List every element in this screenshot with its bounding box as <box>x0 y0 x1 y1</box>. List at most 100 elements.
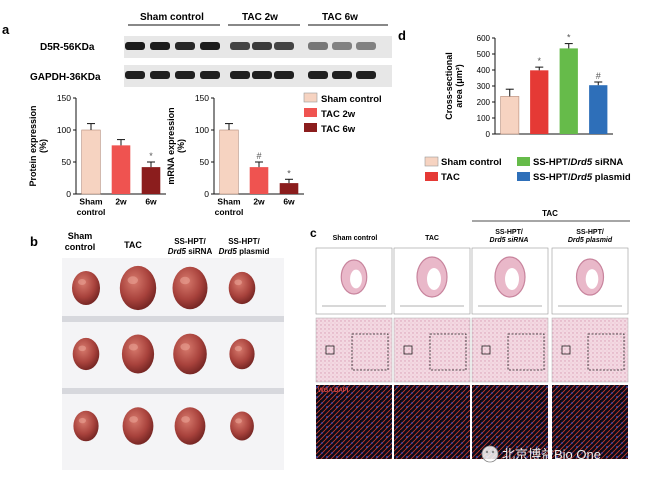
gapdh-band <box>274 71 294 79</box>
hearts-ruler-2 <box>62 388 284 394</box>
heart <box>172 266 208 310</box>
panel-letter-a: a <box>2 22 10 37</box>
gapdh-band <box>332 71 352 79</box>
heart-highlight <box>181 416 191 423</box>
watermark: 北京博益Bio One <box>481 445 601 463</box>
heart <box>230 411 254 441</box>
hearts-label-sham-1: Sham <box>68 231 93 241</box>
legend-a-label-6w: TAC 6w <box>321 124 356 135</box>
y-tick-label: 400 <box>477 66 491 75</box>
legend-d-label-sham: Sham control <box>441 157 502 168</box>
hearts-label-sirna-2: Drd5 siRNA <box>168 247 213 256</box>
d5r-band <box>274 42 294 50</box>
heart <box>73 410 99 442</box>
heart-highlight <box>128 343 138 351</box>
histo-col-sirna-2: Drd5 siRNA <box>490 237 529 244</box>
heart-highlight <box>127 276 138 285</box>
bar <box>589 85 608 134</box>
hearts-label-plasmid-1: SS-HPT/ <box>228 237 260 246</box>
category-label: control <box>215 207 244 217</box>
significance-mark: * <box>287 168 291 178</box>
inset-zoom <box>429 333 467 371</box>
histology-grid <box>315 247 629 459</box>
histo-col-sham: Sham control <box>333 235 378 242</box>
heart <box>121 334 155 374</box>
watermark-text: 北京博益Bio One <box>502 447 601 462</box>
d5r-band <box>175 42 195 50</box>
heart <box>122 407 154 445</box>
histo-col-tac: TAC <box>425 235 439 242</box>
y-tick-label: 100 <box>195 125 209 135</box>
heart <box>229 338 255 370</box>
he-tissue <box>551 317 629 383</box>
inset-source <box>403 345 413 355</box>
category-label: 6w <box>283 197 295 207</box>
heart <box>72 337 100 371</box>
legend-d-swatch-tac <box>425 172 438 181</box>
gapdh-band <box>200 71 220 79</box>
d5r-band <box>308 42 328 50</box>
heart-highlight <box>78 345 86 352</box>
category-label: Sham <box>217 197 241 207</box>
histo-col-plasmid-2: Drd5 plasmid <box>568 237 613 244</box>
inset-zoom <box>351 333 389 371</box>
d5r-band <box>332 42 352 50</box>
band-label-gapdh: GAPDH-36KDa <box>30 72 101 83</box>
chart-cross-sectional-area: 0 100 200 300 400 500 600 Cross-sectionalarea (… <box>444 33 613 139</box>
ventricle-cavity <box>350 269 362 289</box>
d5r-band <box>200 42 220 50</box>
legend-d-label-tac: TAC <box>441 172 460 183</box>
y-tick-label: 50 <box>62 157 72 167</box>
y-tick-label: 150 <box>195 93 209 103</box>
legend-d-swatch-plasmid <box>517 172 530 181</box>
y-axis-label: Protein expression(%) <box>28 105 48 186</box>
heart-highlight <box>180 343 190 351</box>
y-tick-label: 100 <box>477 114 491 123</box>
bar <box>81 129 101 195</box>
significance-mark: * <box>567 33 571 43</box>
wga-fluorescence <box>472 385 548 459</box>
band-label-d5r: D5R-56KDa <box>40 42 95 53</box>
y-tick-label: 100 <box>57 125 71 135</box>
d5r-band <box>230 42 250 50</box>
legend-a-label-2w: TAC 2w <box>321 109 356 120</box>
significance-mark: # <box>256 151 261 161</box>
heart-highlight <box>234 345 242 352</box>
bar <box>219 129 239 195</box>
he-tissue <box>393 317 471 383</box>
y-axis-label: Cross-sectionalarea (μm²) <box>444 52 464 120</box>
hearts-label-tac: TAC <box>124 240 142 250</box>
legend-a-label-sham: Sham control <box>321 94 382 105</box>
significance-mark: * <box>149 151 153 161</box>
inset-source <box>481 345 491 355</box>
d5r-band <box>252 42 272 50</box>
legend-d-label-plasmid: SS-HPT/Drd5 plasmid <box>533 172 631 183</box>
heart <box>119 265 157 311</box>
d5r-band <box>356 42 376 50</box>
category-label: control <box>77 207 106 217</box>
panel-letter-d: d <box>398 28 406 43</box>
hearts-label-plasmid-2: Drd5 plasmid <box>219 247 270 256</box>
y-tick-label: 150 <box>57 93 71 103</box>
gapdh-band <box>356 71 376 79</box>
wga-fluorescence <box>394 385 470 459</box>
inset-source <box>561 345 571 355</box>
hearts-grid <box>72 265 256 445</box>
wga-fluorescence <box>316 385 392 459</box>
legend-a-swatch-2w <box>304 108 317 117</box>
gapdh-band <box>308 71 328 79</box>
heart-highlight <box>235 418 243 424</box>
heart-highlight <box>129 416 139 423</box>
histo-stain-label: WGA DAPI <box>318 388 349 394</box>
significance-mark: # <box>596 71 601 81</box>
wga-fluorescence <box>552 385 628 459</box>
wechat-icon <box>481 445 499 463</box>
heart <box>72 271 100 305</box>
bar <box>530 70 549 134</box>
legend-a-swatch-sham <box>303 92 318 103</box>
legend-d-swatch-sirna <box>517 157 530 166</box>
bar <box>559 48 578 134</box>
